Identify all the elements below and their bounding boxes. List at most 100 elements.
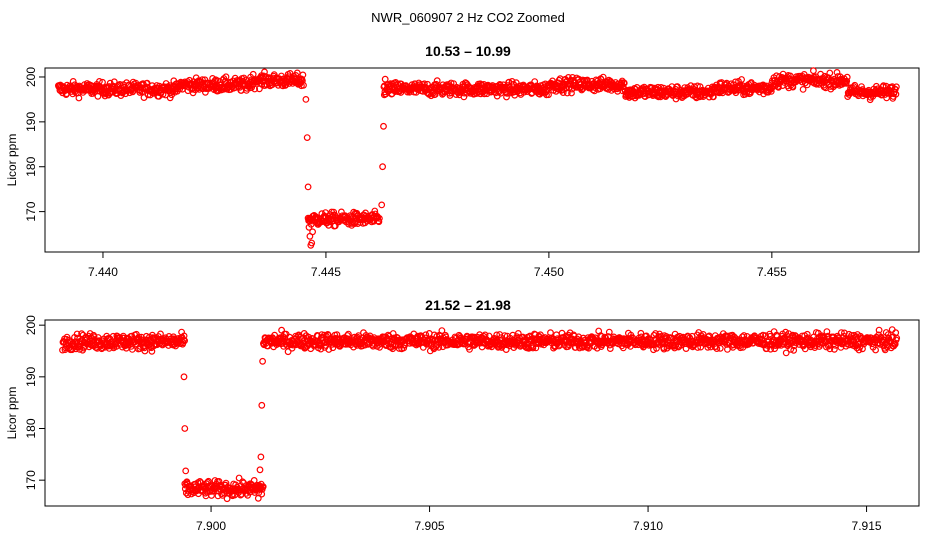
x-tick-label: 7.445 <box>311 265 341 279</box>
data-point <box>380 122 387 130</box>
x-tick-label: 7.915 <box>852 519 882 533</box>
panel-1-x-axis: 7.440 7.445 7.450 7.455 <box>88 251 787 279</box>
y-tick-label: 190 <box>24 112 38 132</box>
data-point <box>782 328 789 336</box>
data-point <box>514 330 522 337</box>
data-point <box>180 373 188 381</box>
data-point <box>300 81 307 89</box>
data-point <box>826 345 834 353</box>
panel-2: 21.52 – 21.98 Licor ppm 7.900 7.905 7.910 7… <box>5 297 920 533</box>
data-point <box>180 332 188 340</box>
panel-1-y-axis: 170 180 190 200 <box>24 67 46 222</box>
data-point <box>183 479 191 487</box>
data-point <box>338 208 345 216</box>
data-point <box>255 481 263 489</box>
data-point <box>433 77 441 85</box>
panel-1-title: 10.53 – 10.99 <box>425 43 511 59</box>
data-point <box>214 492 222 500</box>
data-point <box>250 477 258 484</box>
panel-1: 10.53 – 10.99 Licor ppm 7.440 7.445 7.450 7… <box>5 43 920 279</box>
panel-2-title: 21.52 – 21.98 <box>425 297 511 313</box>
data-point <box>790 346 798 354</box>
data-point <box>660 345 668 353</box>
data-point <box>529 344 537 352</box>
data-point <box>826 69 834 77</box>
y-tick-label: 180 <box>24 156 38 176</box>
data-point <box>713 81 720 89</box>
data-point <box>810 67 817 75</box>
data-point <box>375 218 383 226</box>
y-tick-label: 200 <box>24 315 38 335</box>
chart-main-title: NWR_060907 2 Hz CO2 Zoomed <box>371 10 565 25</box>
y-tick-label: 170 <box>24 470 38 490</box>
data-point <box>378 201 386 209</box>
data-point <box>141 347 149 355</box>
data-point <box>599 73 607 81</box>
data-point <box>799 85 807 93</box>
data-point <box>697 343 705 351</box>
data-point <box>379 163 387 171</box>
data-point <box>251 85 259 93</box>
data-point <box>376 214 383 222</box>
panel-2-x-axis: 7.900 7.905 7.910 7.915 <box>196 505 882 533</box>
data-point <box>198 76 206 84</box>
data-point <box>239 478 247 486</box>
data-point <box>888 326 896 334</box>
data-point <box>181 337 189 345</box>
y-tick-label: 190 <box>24 367 38 387</box>
panel-1-points <box>55 67 900 249</box>
data-point <box>180 336 188 344</box>
data-point <box>362 209 369 217</box>
data-point <box>75 94 83 102</box>
data-point <box>893 334 901 342</box>
data-point <box>182 467 190 475</box>
data-point <box>258 401 266 409</box>
data-point <box>134 334 142 342</box>
panel-2-y-axis: 170 180 190 200 <box>24 315 46 490</box>
data-point <box>768 84 776 92</box>
data-point <box>345 330 352 338</box>
data-point <box>222 479 230 487</box>
data-point <box>503 93 510 101</box>
panel-1-ylabel: Licor ppm <box>5 134 19 187</box>
data-point <box>259 357 267 365</box>
x-tick-label: 7.450 <box>534 265 564 279</box>
data-point <box>892 90 900 98</box>
data-point <box>584 341 591 349</box>
data-point <box>619 336 627 344</box>
data-point <box>833 68 841 76</box>
data-point <box>502 346 510 354</box>
data-point <box>90 333 98 341</box>
data-point <box>380 91 388 99</box>
data-point <box>568 89 575 97</box>
data-point <box>855 346 863 354</box>
data-point <box>293 69 301 77</box>
data-point <box>317 345 325 353</box>
data-point <box>304 183 312 191</box>
data-point <box>69 77 77 85</box>
data-point <box>302 95 310 103</box>
data-point <box>417 332 425 340</box>
x-tick-label: 7.440 <box>88 265 118 279</box>
data-point <box>893 83 900 91</box>
data-point <box>891 340 899 348</box>
data-point <box>713 345 721 353</box>
data-point <box>782 349 790 357</box>
data-point <box>305 223 313 231</box>
data-point <box>843 73 851 81</box>
data-point <box>762 332 769 340</box>
data-point <box>831 345 838 353</box>
data-point <box>605 328 613 336</box>
data-point <box>314 332 322 340</box>
data-point <box>395 345 403 352</box>
data-point <box>288 344 296 352</box>
y-tick-label: 200 <box>24 67 38 87</box>
data-point <box>620 79 628 87</box>
data-point <box>325 346 333 353</box>
data-point <box>256 466 264 474</box>
x-tick-label: 7.905 <box>415 519 445 533</box>
data-point <box>801 345 809 353</box>
data-point <box>181 425 189 432</box>
data-point <box>637 329 645 337</box>
